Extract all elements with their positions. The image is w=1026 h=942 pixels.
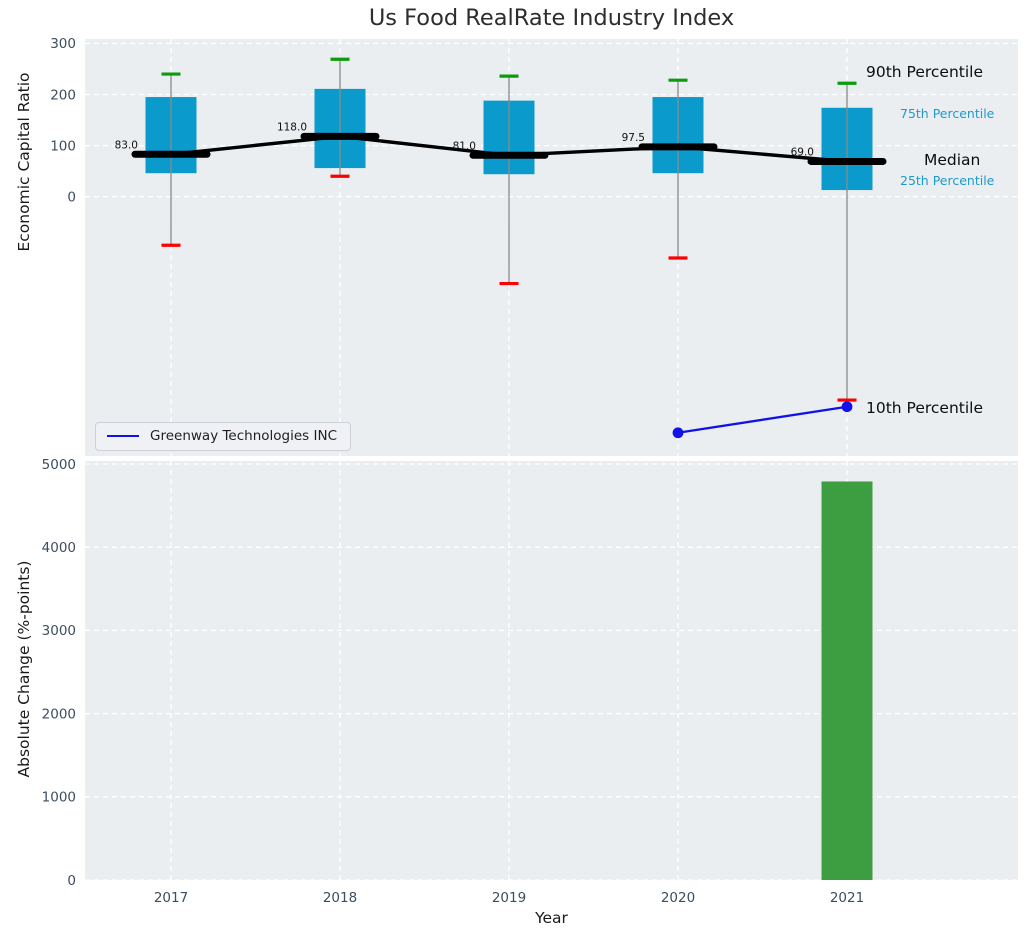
top-y-tick-label: 200 (50, 87, 76, 103)
change-bar-2021 (821, 481, 873, 880)
bottom-y-axis-label: Absolute Change (%-points) (15, 560, 33, 778)
chart-title: Us Food RealRate Industry Index (368, 5, 735, 31)
x-tick-label: 2019 (492, 890, 526, 906)
annotation-90th-percentile: 90th Percentile (866, 63, 984, 81)
bottom-y-tick-label: 1000 (42, 790, 76, 806)
bottom-y-tick-label: 4000 (42, 540, 76, 556)
annotation-median: Median (924, 151, 981, 169)
top-y-tick-label: 100 (50, 138, 76, 154)
x-tick-label: 2020 (661, 890, 695, 906)
bottom-y-tick-label: 0 (67, 873, 76, 889)
company-series-marker (672, 427, 684, 439)
median-value-label-2017: 83.0 (115, 139, 138, 151)
x-axis-label: Year (535, 909, 568, 927)
x-tick-label: 2018 (323, 890, 357, 906)
median-value-label-2020: 97.5 (622, 132, 645, 144)
annotation-10th-percentile: 10th Percentile (866, 399, 984, 417)
x-tick-label: 2021 (830, 890, 864, 906)
bottom-axes-background (85, 461, 1018, 880)
median-value-label-2021: 69.0 (791, 146, 814, 158)
bottom-y-tick-label: 2000 (42, 706, 76, 722)
x-tick-label: 2017 (154, 890, 188, 906)
company-series-marker (841, 401, 853, 413)
median-value-label-2019: 81.0 (453, 140, 476, 152)
legend-label: Greenway Technologies INC (150, 428, 337, 444)
top-y-axis-label: Economic Capital Ratio (15, 72, 33, 252)
top-axes-background (85, 39, 1018, 456)
annotation-75th-percentile: 75th Percentile (900, 106, 995, 121)
bottom-y-tick-label: 3000 (42, 623, 76, 639)
median-value-label-2018: 118.0 (277, 121, 307, 133)
legend-line-sample (107, 435, 139, 437)
top-y-tick-label: 0 (67, 190, 76, 206)
annotation-25th-percentile: 25th Percentile (900, 173, 995, 188)
legend[interactable]: Greenway Technologies INC (95, 422, 351, 451)
bottom-y-tick-label: 5000 (42, 457, 76, 473)
company-series-line (677, 405, 848, 434)
top-y-tick-label: 300 (50, 36, 76, 52)
